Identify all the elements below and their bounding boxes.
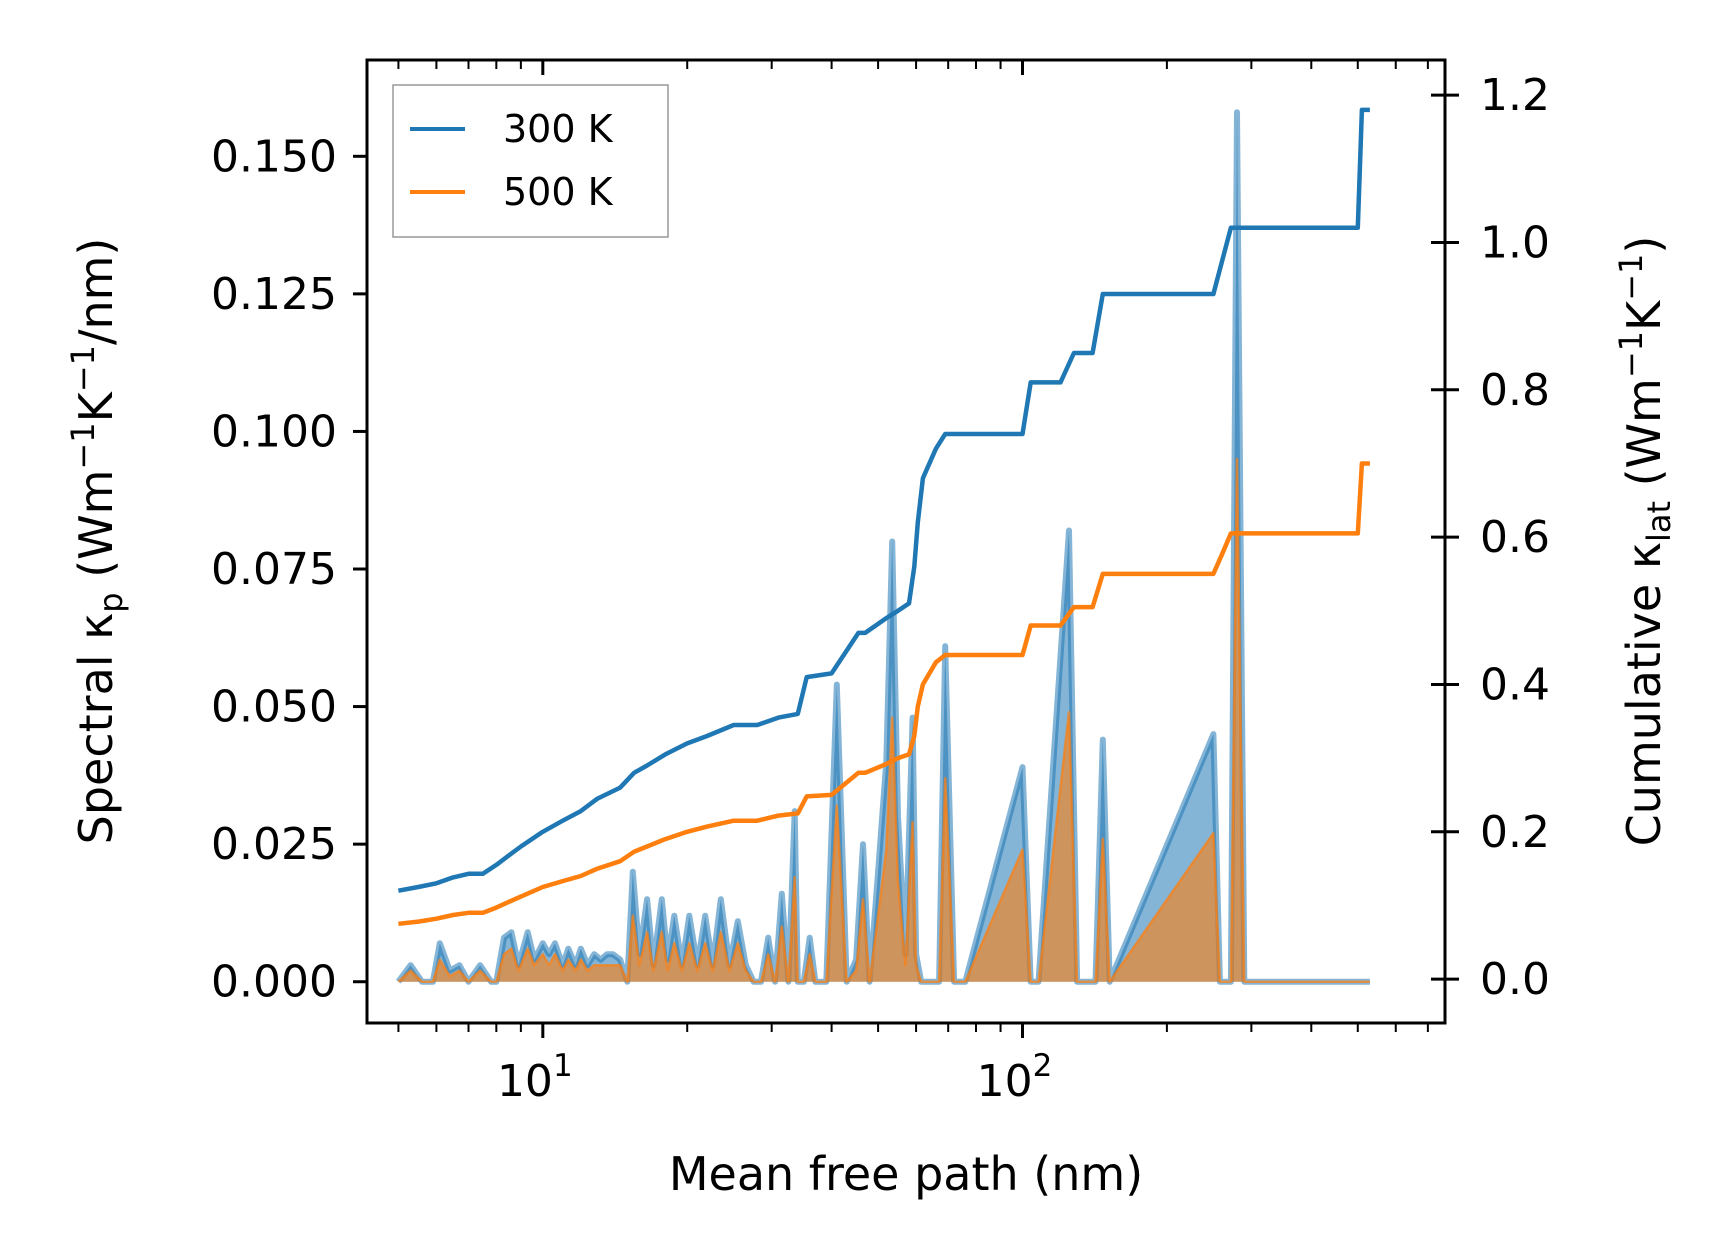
y-left-title-unit1: (Wm: [69, 470, 123, 593]
spectral-area-1: [398, 459, 1370, 982]
y-axis-right-title: Cumulative κlat (Wm−1K−1): [1612, 236, 1678, 847]
legend-label-300k: 300 K: [503, 107, 614, 151]
y-left-tick-label: 0.075: [211, 544, 337, 595]
spectral-line-0: [395, 109, 1370, 985]
y-left-title-sup2: −1: [64, 345, 102, 392]
y-right-title-unit2: K: [1617, 299, 1671, 331]
y-right-tick-label: 0.6: [1480, 512, 1550, 563]
spectral-areas: [395, 109, 1370, 985]
x-tick-label-base: 10: [497, 1056, 553, 1107]
spectral-line-1: [397, 457, 1370, 983]
y-right-title-sup2: −1: [1612, 254, 1650, 301]
y-right-tick-label: 1.2: [1480, 70, 1550, 121]
y-right-title-sub: lat: [1640, 501, 1678, 542]
x-tick-label-exponent: 1: [553, 1048, 573, 1084]
cumulative-line-0: [397, 107, 1370, 893]
y-right-tick-label: 0.2: [1480, 807, 1550, 858]
y-left-title-unit3: /nm): [69, 238, 123, 345]
y-right-tick-label: 0.8: [1480, 365, 1550, 416]
x-tick-label: 102: [977, 1048, 1053, 1107]
cumulative-line-1: [398, 461, 1370, 927]
x-tick-label-exponent: 2: [1033, 1048, 1053, 1084]
x-tick-label-base: 10: [977, 1056, 1033, 1107]
y-right-title-unit3: ): [1617, 236, 1671, 254]
y-right-tick-label: 0.0: [1480, 954, 1550, 1005]
y-right-title-main: Cumulative κ: [1617, 542, 1671, 846]
plot-frame: [365, 58, 1447, 1025]
y-left-title-unit2: K: [69, 390, 123, 422]
y-left-title-sub: p: [92, 592, 130, 612]
cumulative-lines: [397, 107, 1370, 927]
axis-tick-labels: 0.000 0.025 0.050 0.075 0.100 0.125 0.150 0.0 0.…: [211, 70, 1550, 1107]
y-left-tick-label: 0.050: [211, 682, 337, 733]
y-right-tick-label: 0.4: [1480, 659, 1550, 710]
y-left-tick-label: 0.100: [211, 406, 337, 457]
legend-frame: [392, 84, 669, 238]
y-left-title-main: Spectral κ: [69, 613, 123, 845]
x-tick-label: 101: [497, 1048, 573, 1107]
y-left-tick-label: 0.150: [211, 131, 337, 182]
y-left-tick-label: 0.025: [211, 819, 337, 870]
legend-label-500k: 500 K: [503, 170, 614, 214]
y-right-tick-label: 1.0: [1480, 217, 1550, 268]
y-left-tick-label: 0.125: [211, 269, 337, 320]
y-right-title-sup1: −1: [1612, 331, 1650, 378]
x-axis-title: Mean free path (nm): [669, 1147, 1143, 1201]
y-right-title-unit1: (Wm: [1617, 378, 1671, 501]
y-left-tick-label: 0.000: [211, 957, 337, 1008]
legend: 300 K 500 K: [392, 84, 669, 238]
axis-ticks: [353, 60, 1459, 1038]
y-left-title-sup1: −1: [64, 422, 102, 469]
y-axis-left-title: Spectral κp (Wm−1K−1/nm): [64, 238, 130, 845]
